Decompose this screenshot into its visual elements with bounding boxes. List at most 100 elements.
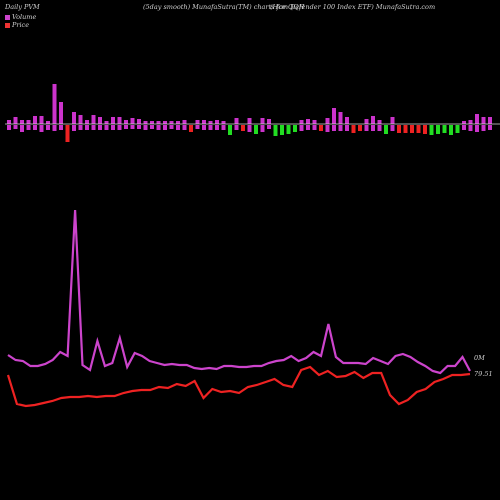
volume-last-label: 0M [474, 354, 485, 362]
volume-bar-up [306, 119, 310, 124]
volume-bar-up [221, 121, 226, 124]
volume-bar-up [267, 119, 271, 124]
volume-bar-up [98, 117, 102, 124]
volume-bar-down [481, 125, 486, 131]
volume-line [7, 209, 471, 375]
volume-bar-up [325, 118, 330, 124]
volume-bar-down [273, 125, 278, 136]
volume-bar-up [111, 117, 115, 124]
volume-bar-down [33, 125, 37, 130]
volume-bar-down [325, 125, 330, 132]
volume-bar-down [169, 125, 174, 129]
volume-bar-down [59, 125, 63, 130]
legend-price-label: Price [12, 21, 30, 29]
volume-bar-down [65, 125, 70, 142]
volume-bar-down [156, 125, 161, 130]
volume-bar-down [358, 125, 362, 131]
volume-bar-down [364, 125, 369, 131]
volume-bar-down [85, 125, 89, 130]
price-last-label: 79.51 [474, 370, 493, 378]
volume-bar-up [13, 117, 18, 124]
volume-bar-down [221, 125, 226, 130]
volume-bar-down [468, 125, 473, 131]
volume-bar-down [429, 125, 434, 135]
volume-bar-down [293, 125, 297, 132]
volume-bar-up [338, 112, 343, 124]
volume-bar-up [130, 118, 135, 124]
volume-bar-down [403, 125, 408, 133]
volume-bar-down [117, 125, 122, 130]
volume-bars [7, 84, 492, 142]
volume-bar-down [338, 125, 343, 131]
volume-bar-up [46, 121, 50, 124]
volume-bar-down [7, 125, 11, 130]
volume-bar-down [13, 125, 18, 129]
volume-bar-up [20, 120, 24, 124]
volume-bar-down [449, 125, 453, 135]
volume-bar-down [390, 125, 395, 131]
volume-bar-down [319, 125, 323, 131]
legend-price-swatch [5, 22, 10, 28]
volume-bar-up [169, 121, 174, 124]
volume-bar-down [260, 125, 265, 132]
volume-bar-down [52, 125, 57, 131]
volume-bar-up [104, 121, 109, 124]
volume-bar-up [59, 102, 63, 124]
volume-bar-down [351, 125, 356, 133]
chart-title-right: (Hcm Defender 100 Index ETF) MunafaSutra… [270, 3, 436, 11]
volume-bar-down [377, 125, 382, 131]
volume-bar-down [455, 125, 460, 133]
volume-bar-up [26, 120, 31, 124]
volume-bar-up [195, 120, 200, 124]
volume-bar-up [150, 121, 154, 124]
volume-bar-up [7, 120, 11, 124]
volume-bar-down [286, 125, 291, 134]
volume-bar-down [98, 125, 102, 130]
volume-bar-down [475, 125, 479, 132]
volume-bar-up [475, 114, 479, 124]
volume-bar-up [332, 108, 336, 124]
volume-bar-up [364, 119, 369, 124]
volume-bar-down [397, 125, 401, 133]
volume-bar-down [280, 125, 284, 135]
volume-bar-down [306, 125, 310, 130]
legend-volume: Volume [5, 13, 36, 21]
volume-bar-up [247, 118, 252, 124]
volume-bar-down [46, 125, 50, 130]
volume-bar-down [299, 125, 304, 131]
volume-bar-up [208, 121, 213, 124]
volume-bar-down [189, 125, 193, 132]
volume-bar-up [176, 121, 180, 124]
volume-bar-down [150, 125, 154, 129]
volume-bar-up [462, 121, 466, 124]
volume-bar-down [39, 125, 44, 132]
volume-bar-up [143, 121, 148, 124]
volume-bar-up [377, 120, 382, 124]
volume-bar-up [488, 117, 492, 124]
price-line [6, 365, 471, 408]
chart-title-middle: (5day smooth) MunafaSutra(TM) charts for… [143, 3, 305, 11]
volume-bar-down [345, 125, 349, 131]
volume-bar-up [390, 117, 395, 124]
volume-bar-up [312, 120, 317, 124]
volume-bar-down [215, 125, 219, 130]
volume-bar-down [91, 125, 96, 130]
volume-bar-up [91, 115, 96, 124]
volume-bar-down [423, 125, 427, 134]
volume-bar-down [436, 125, 440, 134]
volume-bar-down [247, 125, 252, 132]
volume-bar-down [202, 125, 206, 130]
volume-bar-up [234, 118, 239, 124]
volume-bar-down [371, 125, 375, 131]
volume-bar-down [208, 125, 213, 130]
volume-bar-down [312, 125, 317, 130]
volume-bar-down [20, 125, 24, 132]
volume-bar-down [124, 125, 128, 129]
volume-bar-down [410, 125, 414, 133]
volume-bar-down [26, 125, 31, 130]
volume-bar-down [267, 125, 271, 129]
volume-bar-up [137, 119, 141, 124]
volume-bar-down [462, 125, 466, 130]
volume-bar-up [215, 120, 219, 124]
volume-bar-down [143, 125, 148, 130]
